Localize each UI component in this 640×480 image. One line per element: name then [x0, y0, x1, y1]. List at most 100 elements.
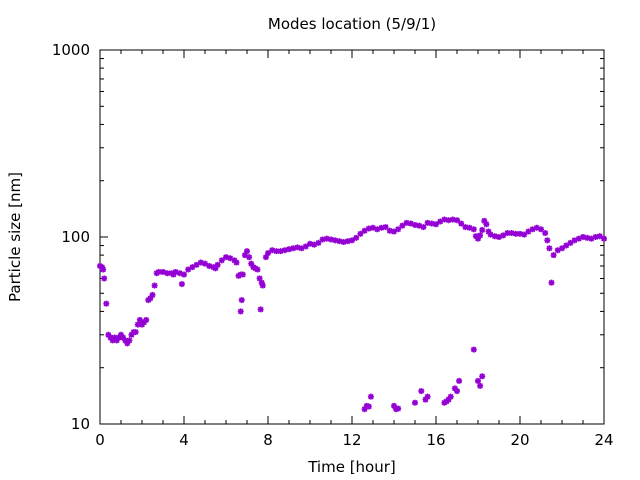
data-point	[470, 346, 477, 353]
y-axis-label: Particle size [nm]	[6, 172, 24, 302]
data-point	[481, 217, 488, 224]
data-point	[132, 329, 139, 336]
data-point	[546, 245, 553, 252]
data-point	[445, 396, 452, 403]
data-point	[580, 234, 586, 240]
data-point	[533, 224, 540, 231]
data-point	[239, 271, 246, 278]
data-point	[575, 235, 582, 242]
data-point	[181, 271, 187, 278]
data-point	[344, 238, 351, 245]
data-point	[122, 337, 129, 344]
x-tick-label: 16	[426, 431, 445, 449]
data-point	[100, 266, 107, 273]
data-point	[412, 399, 418, 406]
data-point	[395, 226, 402, 233]
data-point	[286, 246, 292, 253]
data-point	[378, 224, 385, 231]
data-point	[248, 260, 255, 267]
x-tick-label: 8	[263, 431, 273, 449]
data-point	[588, 235, 595, 242]
data-point	[407, 220, 414, 227]
axis-ticks	[99, 50, 605, 425]
data-point	[105, 331, 112, 338]
data-point	[328, 236, 334, 243]
data-point	[403, 219, 410, 226]
data-point	[454, 388, 460, 395]
data-point	[399, 222, 406, 229]
data-point	[323, 235, 330, 242]
data-point	[382, 224, 389, 231]
data-point	[128, 331, 135, 338]
data-point	[115, 334, 122, 341]
data-point	[185, 266, 192, 273]
data-point	[563, 242, 570, 249]
data-point	[472, 233, 479, 240]
data-point	[428, 220, 435, 227]
data-point	[451, 385, 458, 392]
x-tick-label: 4	[179, 431, 189, 449]
data-point	[370, 224, 376, 231]
data-point	[101, 275, 108, 282]
data-point	[477, 232, 484, 239]
x-tick-label: 12	[342, 431, 361, 449]
chart-title: Modes location (5/9/1)	[268, 15, 436, 33]
data-point	[456, 377, 463, 384]
data-point	[254, 266, 261, 273]
data-point	[218, 257, 225, 264]
x-tick-label: 0	[95, 431, 105, 449]
data-point	[361, 406, 368, 413]
data-point	[149, 291, 156, 298]
data-point	[227, 255, 234, 262]
data-point	[151, 282, 158, 289]
data-point	[238, 297, 245, 304]
y-tick-label: 10	[71, 415, 90, 433]
data-point	[416, 222, 423, 229]
data-point	[237, 308, 244, 315]
data-point	[422, 396, 429, 403]
data-point	[445, 217, 452, 224]
data-point	[353, 234, 360, 241]
data-point	[454, 217, 460, 224]
data-point	[458, 220, 465, 227]
data-point	[508, 230, 515, 237]
data-point	[374, 226, 381, 233]
data-point	[386, 227, 393, 234]
data-point	[504, 230, 511, 237]
data-point	[273, 248, 280, 255]
data-point	[246, 254, 253, 261]
data-point	[491, 233, 498, 240]
data-point	[418, 388, 425, 395]
data-point	[107, 334, 114, 341]
data-point	[147, 295, 154, 302]
data-point	[475, 377, 481, 384]
data-point	[485, 228, 492, 235]
data-point	[487, 231, 494, 238]
data-point	[475, 235, 481, 242]
data-point	[206, 262, 213, 269]
data-point	[554, 247, 561, 254]
data-point	[311, 241, 318, 248]
data-point	[113, 337, 120, 344]
data-point	[277, 248, 284, 255]
data-point	[298, 245, 305, 252]
data-point	[477, 382, 484, 389]
data-point	[391, 402, 397, 409]
data-point	[512, 230, 519, 237]
data-point	[262, 254, 269, 261]
x-tick-label: 24	[594, 431, 613, 449]
data-point	[111, 334, 118, 341]
data-point	[548, 279, 555, 286]
data-point	[269, 247, 276, 254]
data-point	[433, 221, 439, 228]
data-point	[412, 221, 418, 228]
data-point	[559, 245, 565, 252]
data-points	[97, 216, 607, 413]
x-axis-label: Time [hour]	[307, 458, 396, 476]
data-point	[259, 282, 266, 289]
data-point	[420, 224, 427, 231]
data-point	[103, 300, 110, 307]
data-point	[521, 231, 528, 238]
data-point	[584, 234, 591, 241]
